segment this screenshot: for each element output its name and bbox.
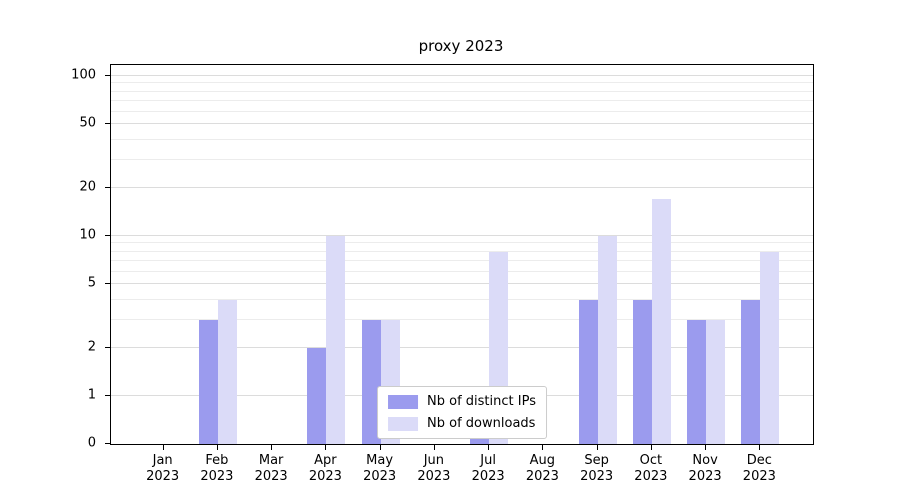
gridline-major — [111, 346, 813, 348]
gridline-major — [111, 186, 813, 188]
x-tick-mark — [271, 445, 273, 450]
x-tick-mark — [433, 445, 435, 450]
gridline-minor — [111, 110, 813, 112]
x-tick-mark — [379, 445, 381, 450]
bar-downloads-feb — [217, 299, 237, 444]
x-tick-label: Jun 2023 — [417, 453, 451, 485]
legend-label-downloads: Nb of downloads — [427, 416, 536, 431]
bar-downloads-oct — [651, 199, 671, 444]
x-tick-label: Oct 2023 — [634, 453, 668, 485]
y-tick-label: 1 — [87, 387, 96, 403]
bar-distinct-ips-dec — [741, 299, 761, 444]
x-tick-label: Dec 2023 — [742, 453, 776, 485]
x-tick-label: Apr 2023 — [308, 453, 342, 485]
y-tick-label: 5 — [87, 275, 96, 291]
gridline-minor — [111, 138, 813, 140]
x-tick-mark — [650, 445, 652, 450]
x-tick-label: Feb 2023 — [200, 453, 234, 485]
gridline-minor — [111, 259, 813, 261]
legend-swatch-distinct-ips — [388, 394, 419, 409]
y-tick-label: 0 — [87, 435, 96, 451]
bar-distinct-ips-apr — [307, 347, 327, 444]
legend-item-downloads: Nb of downloads — [388, 416, 536, 431]
x-tick-label: Jan 2023 — [146, 453, 180, 485]
legend-label-distinct-ips: Nb of distinct IPs — [427, 394, 536, 409]
x-tick-mark — [759, 445, 761, 450]
x-tick-label: Mar 2023 — [254, 453, 288, 485]
y-tick-mark — [105, 235, 110, 236]
gridline-major — [111, 235, 813, 236]
gridline-major — [111, 123, 813, 125]
y-tick-mark — [105, 346, 110, 348]
bar-distinct-ips-nov — [687, 319, 707, 444]
y-tick-mark — [105, 395, 110, 396]
bar-downloads-sep — [597, 236, 617, 444]
bar-distinct-ips-feb — [198, 319, 218, 444]
gridline-minor — [111, 90, 813, 92]
bar-distinct-ips-oct — [632, 299, 652, 444]
y-tick-mark — [105, 123, 110, 125]
gridline-minor — [111, 298, 813, 300]
gridline-major — [111, 283, 813, 285]
plot-area: Nb of distinct IPs Nb of downloads — [110, 64, 814, 445]
bar-distinct-ips-may — [361, 319, 381, 444]
gridline-minor — [111, 318, 813, 320]
y-tick-label: 20 — [79, 179, 96, 195]
y-tick-label: 2 — [87, 339, 96, 355]
y-tick-label: 100 — [71, 67, 96, 83]
x-tick-label: May 2023 — [363, 453, 397, 485]
x-tick-mark — [488, 445, 490, 450]
x-tick-label: Nov 2023 — [688, 453, 722, 485]
bar-distinct-ips-sep — [578, 299, 598, 444]
gridline-minor — [111, 99, 813, 101]
x-tick-mark — [705, 445, 707, 450]
x-tick-mark — [216, 445, 218, 450]
x-tick-mark — [596, 445, 598, 450]
bar-downloads-apr — [326, 236, 346, 444]
x-tick-label: Jul 2023 — [471, 453, 505, 485]
bar-downloads-nov — [706, 319, 726, 444]
y-tick-mark — [105, 186, 110, 188]
gridline-minor — [111, 270, 813, 272]
y-tick-mark — [105, 283, 110, 285]
gridline-major — [111, 75, 813, 76]
y-tick-mark — [105, 443, 110, 444]
x-tick-mark — [162, 445, 164, 450]
legend-swatch-downloads — [388, 416, 419, 431]
x-tick-label: Aug 2023 — [525, 453, 559, 485]
gridline-minor — [111, 250, 813, 252]
chart-title: proxy 2023 — [418, 37, 504, 55]
legend: Nb of distinct IPs Nb of downloads — [377, 386, 547, 439]
gridline-minor — [111, 158, 813, 160]
y-tick-label: 10 — [79, 227, 96, 243]
y-tick-label: 50 — [79, 115, 96, 131]
x-tick-mark — [325, 445, 327, 450]
x-tick-label: Sep 2023 — [580, 453, 614, 485]
gridline-minor — [111, 82, 813, 84]
legend-item-distinct-ips: Nb of distinct IPs — [388, 394, 536, 409]
y-tick-mark — [105, 75, 110, 76]
bar-downloads-dec — [760, 251, 780, 444]
x-tick-mark — [542, 445, 544, 450]
gridline-minor — [111, 242, 813, 244]
